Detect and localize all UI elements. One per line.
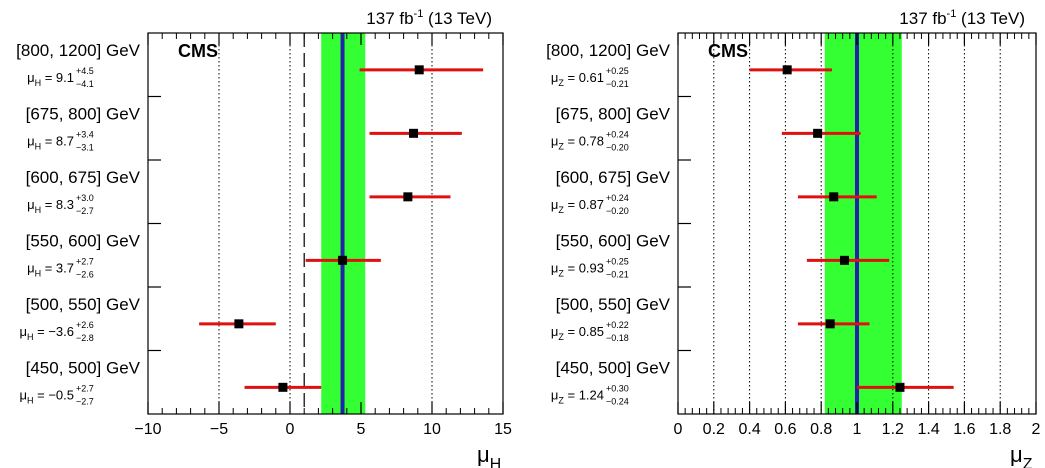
experiment-label: CMS	[708, 41, 748, 61]
fit-uncertainty-up: +2.7	[76, 384, 94, 394]
x-tick-label: −5	[210, 421, 228, 438]
fit-uncertainty-down: −0.21	[606, 79, 629, 89]
fit-result-label: μZ = 0.93	[551, 261, 604, 279]
point-marker	[278, 382, 288, 392]
fit-uncertainty-up: +2.6	[76, 320, 94, 330]
fit-uncertainty-down: −4.1	[76, 79, 94, 89]
fit-result-label: μH = 8.3	[27, 197, 74, 215]
fit-uncertainty-down: −0.18	[606, 333, 629, 343]
experiment-label: CMS	[178, 41, 218, 61]
x-tick-label: 2	[1032, 421, 1041, 438]
bin-label: [800, 1200] GeV	[546, 41, 670, 60]
data-point-5	[199, 319, 276, 329]
fit-result-label: μH = −0.5	[20, 388, 74, 406]
point-marker	[895, 382, 905, 392]
x-tick-label: 1	[853, 421, 862, 438]
data-point-1	[749, 65, 832, 75]
chart-panel-1: −10 −5 0 5 10 15 μH 137 fb-1 (13 TeV) CMS [800, 1…	[16, 8, 512, 468]
x-tick-label: 5	[357, 421, 366, 438]
fit-uncertainty-up: +0.22	[606, 320, 629, 330]
combined-uncertainty-band	[824, 33, 902, 414]
point-marker	[409, 128, 419, 138]
point-marker	[813, 128, 823, 138]
x-tick-label: 1.4	[917, 421, 939, 438]
x-tick-label: 1.8	[989, 421, 1011, 438]
data-point-6	[857, 382, 954, 392]
fit-uncertainty-down: −2.7	[76, 397, 94, 407]
fit-uncertainty-up: +0.24	[606, 130, 629, 140]
fit-result-label: μH = 9.1	[27, 70, 74, 88]
fit-uncertainty-up: +0.25	[606, 66, 629, 76]
chart-panel-2: 0 0.2 0.4 0.6 0.8 1 1.2 1.4 1.6 1.8 2 μZ 137 fb-1 (1…	[546, 8, 1040, 468]
x-tick-label: 0.6	[774, 421, 796, 438]
lumi-label: 137 fb-1 (13 TeV)	[366, 8, 492, 28]
fit-uncertainty-up: +0.24	[606, 193, 629, 203]
fit-result-label: μZ = 0.78	[551, 134, 604, 152]
fit-uncertainty-up: +2.7	[76, 257, 94, 267]
bin-label: [550, 600] GeV	[556, 232, 671, 251]
x-tick-label: 0	[286, 421, 295, 438]
fit-uncertainty-down: −0.24	[606, 397, 629, 407]
data-point-3	[369, 192, 451, 202]
fit-uncertainty-up: +3.4	[76, 130, 94, 140]
fit-uncertainty-down: −2.6	[76, 270, 94, 280]
fit-uncertainty-down: −2.8	[76, 333, 94, 343]
fit-uncertainty-down: −3.1	[76, 143, 94, 153]
data-point-3	[797, 192, 877, 202]
fit-result-label: μH = 8.7	[27, 134, 74, 152]
data-point-1	[359, 65, 484, 75]
bin-label: [450, 500] GeV	[556, 359, 671, 378]
bin-label: [600, 675] GeV	[26, 168, 141, 187]
x-tick-label: 0	[674, 421, 683, 438]
x-tick-label: 15	[494, 421, 512, 438]
fit-uncertainty-up: +0.30	[606, 384, 629, 394]
bin-label: [450, 500] GeV	[26, 359, 141, 378]
fit-result-label: μZ = 0.61	[551, 70, 604, 88]
point-marker	[338, 255, 348, 265]
fit-uncertainty-up: +0.25	[606, 257, 629, 267]
fit-result-label: μZ = 1.24	[551, 388, 604, 406]
data-point-2	[369, 128, 462, 138]
fit-result-label: μH = 3.7	[27, 261, 74, 279]
x-tick-label: 0.2	[703, 421, 725, 438]
fit-uncertainty-up: +3.0	[76, 193, 94, 203]
data-point-4	[305, 255, 381, 265]
x-tick-label: 1.2	[882, 421, 904, 438]
x-tick-label: −10	[134, 421, 161, 438]
fit-result-label: μH = −3.6	[20, 324, 74, 342]
point-marker	[829, 192, 839, 202]
fit-uncertainty-down: −0.20	[606, 206, 629, 216]
bin-label: [800, 1200] GeV	[16, 41, 140, 60]
lumi-label: 137 fb-1 (13 TeV)	[899, 8, 1025, 28]
point-marker	[234, 319, 244, 329]
point-marker	[403, 192, 413, 202]
data-point-4	[806, 255, 890, 265]
data-point-5	[797, 319, 870, 329]
x-tick-label: 0.8	[810, 421, 832, 438]
bin-label: [500, 550] GeV	[556, 295, 671, 314]
x-tick-label: 10	[423, 421, 441, 438]
fit-uncertainty-up: +4.5	[76, 66, 94, 76]
fit-result-label: μZ = 0.87	[551, 197, 604, 215]
x-tick-label: 1.6	[953, 421, 975, 438]
x-axis-label: μZ	[1010, 442, 1033, 468]
bin-label: [550, 600] GeV	[26, 232, 141, 251]
point-marker	[839, 255, 849, 265]
point-marker	[414, 65, 424, 75]
point-marker	[825, 319, 835, 329]
bin-label: [600, 675] GeV	[556, 168, 671, 187]
x-tick-label: 0.4	[738, 421, 760, 438]
fit-uncertainty-down: −2.7	[76, 206, 94, 216]
bin-label: [500, 550] GeV	[26, 295, 141, 314]
point-marker	[782, 65, 792, 75]
data-point-6	[244, 382, 322, 392]
bin-label: [675, 800] GeV	[26, 105, 141, 124]
fit-uncertainty-down: −0.21	[606, 270, 629, 280]
data-point-2	[781, 128, 861, 138]
fit-uncertainty-down: −0.20	[606, 143, 629, 153]
bin-label: [675, 800] GeV	[556, 105, 671, 124]
fit-result-label: μZ = 0.85	[551, 324, 604, 342]
x-axis-label: μH	[477, 442, 501, 468]
